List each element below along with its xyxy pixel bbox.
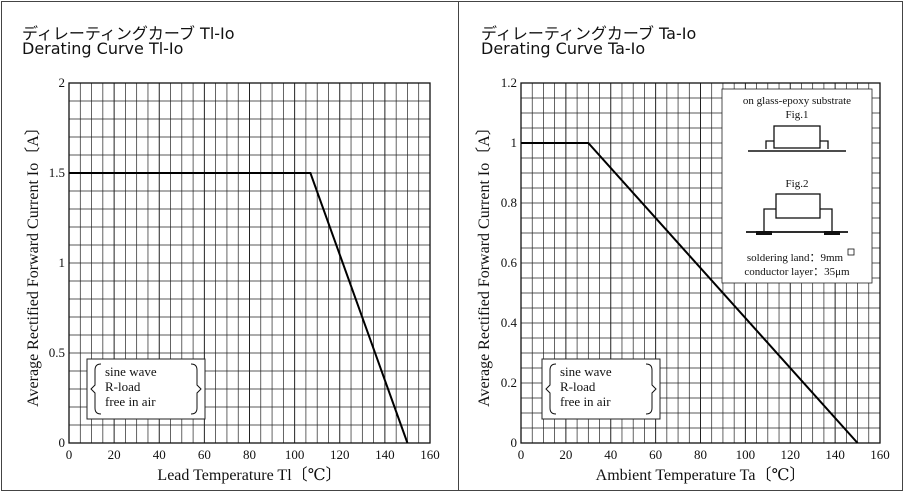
panel-divider [458,1,459,491]
square-unit-icon [847,248,855,256]
legend-line: free in air [105,394,156,409]
series-line [69,172,409,444]
y-tick-label: 0.4 [501,315,518,330]
x-tick-label: 120 [781,447,801,462]
legend-bracket-right [645,363,657,415]
chart-title: Derating Curve Ta-Io [481,39,646,58]
fig2-label: Fig.2 [786,178,809,190]
x-tick-label: 100 [285,447,305,462]
y-axis-label: Average Rectified Forward Current Io〔A〕 [24,119,42,407]
y-tick-label: 1 [59,255,66,270]
legend-bracket-right [190,363,202,415]
x-tick-label: 160 [420,447,440,462]
legend-line: sine wave [560,364,612,379]
fig1-label: Fig.1 [786,109,809,121]
legend-line: R-load [105,379,141,394]
inset-note-conductor: conductor layer：35μm [744,266,850,278]
chart-panel-ta-io: ディレーティングカーブ Ta-Io Derating Curve Ta-Io 0… [459,0,903,490]
fig2-pad-right [824,231,840,235]
x-tick-label: 0 [518,447,525,462]
x-tick-label: 60 [649,447,662,462]
legend-box [541,358,661,420]
y-tick-label: 0.2 [501,375,517,390]
x-axis-label: Ambient Temperature Ta〔℃〕 [596,466,806,484]
chart-title-jp: ディレーティングカーブ Ta-Io [481,24,697,43]
inset-note-soldering: soldering land：9mm [747,252,844,264]
y-tick-label: 0.8 [501,195,517,210]
fig1-lead-right [820,140,829,149]
fig2-pad-left [756,231,772,235]
legend-box [86,358,206,420]
y-tick-label: 2 [59,75,66,90]
x-axis-label: Lead Temperature Tl〔℃〕 [157,466,341,484]
chart-tl-io: 0 20 40 60 80 100 120 140 160 0 0.5 1 1.5 2 Lead Tempe… [24,75,440,484]
y-tick-label: 0.5 [49,345,65,360]
fig2-lead-right [820,208,833,231]
y-tick-label: 0 [511,435,518,450]
x-tick-label: 20 [559,447,572,462]
x-tick-label: 120 [330,447,350,462]
x-tick-label: 100 [736,447,756,462]
legend-line: R-load [560,379,596,394]
x-tick-label: 80 [694,447,707,462]
x-tick-label: 40 [604,447,617,462]
y-tick-label: 1 [511,135,518,150]
x-tick-label: 140 [375,447,395,462]
x-tick-label: 160 [870,447,890,462]
x-tick-label: 80 [243,447,256,462]
fig2-lead-left [763,208,776,231]
y-tick-label: 1.5 [49,165,65,180]
plot-area-border [520,82,881,444]
y-tick-label: 1.2 [501,75,517,90]
y-tick-label: 0 [59,435,66,450]
x-tick-label: 140 [825,447,845,462]
fig1-lead-left [765,140,774,149]
inset-heading: on glass-epoxy substrate [743,95,851,107]
y-axis-label: Average Rectified Forward Current Io〔A〕 [475,119,493,407]
x-tick-label: 20 [108,447,121,462]
legend-bracket-left [545,363,557,415]
x-tick-label: 0 [66,447,73,462]
plot-area-border [68,82,431,444]
legend-line: sine wave [105,364,157,379]
chart-panel-tl-io: ディレーティングカーブ Tl-Io Derating Curve Tl-Io 0… [22,24,440,484]
chart-title-jp: ディレーティングカーブ Tl-Io [22,24,235,43]
x-tick-label: 60 [198,447,211,462]
inset-box [721,88,873,284]
legend-bracket-left [90,363,102,415]
chart-title: Derating Curve Tl-Io [22,39,184,58]
x-tick-label: 40 [153,447,166,462]
series-line [521,142,859,444]
chart-ta-io: 0 20 40 60 80 100 120 140 160 0 0.2 0.4 0.6 0.8 1 1.2 Am… [475,75,890,484]
fig1-package [773,125,821,149]
legend-line: free in air [560,394,611,409]
fig2-package [775,193,821,219]
y-tick-label: 0.6 [501,255,518,270]
